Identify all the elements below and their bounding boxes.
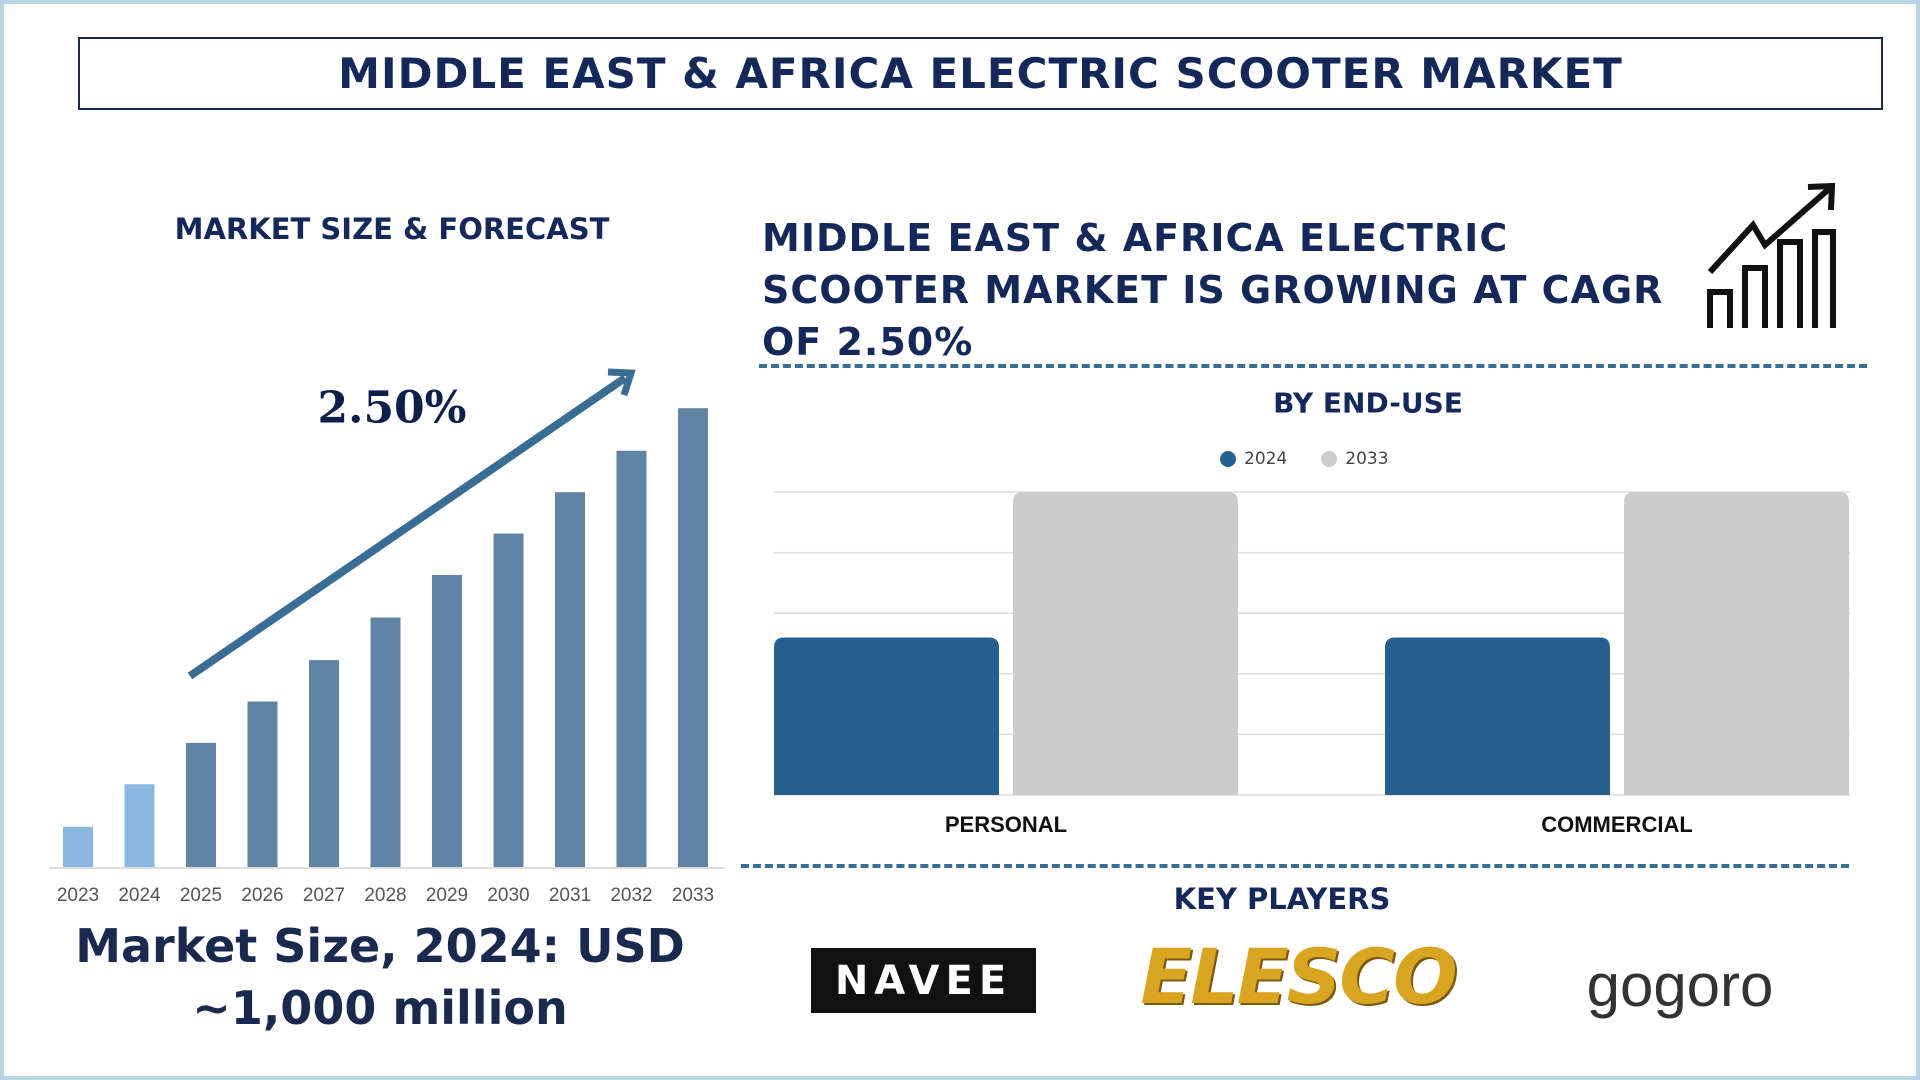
- year-label: 2032: [610, 885, 653, 906]
- headline-line: MIDDLE EAST & AFRICA ELECTRIC: [762, 216, 1509, 260]
- year-label: 2024: [118, 885, 161, 906]
- bar-2033: [678, 408, 708, 867]
- bar-2031: [555, 492, 585, 867]
- year-label: 2030: [487, 885, 530, 906]
- navee-logo: NAVEE: [811, 948, 1036, 1013]
- gogoro-logo: gogoro: [1586, 951, 1774, 1019]
- cagr-label: 2.50%: [317, 382, 467, 434]
- market-forecast-chart: [49, 368, 725, 869]
- category-label: COMMERCIAL: [1541, 812, 1693, 837]
- bar-2026: [247, 701, 278, 867]
- bar-2030: [493, 533, 524, 867]
- market-size-line1: Market Size, 2024: USD: [75, 919, 685, 973]
- chart-legend: 2024 2033: [1220, 449, 1389, 469]
- market-size-text: Market Size, 2024: USD ~1,000 million: [0, 915, 760, 1039]
- legend-item-2024: 2024: [1220, 449, 1287, 469]
- legend-swatch: [1220, 451, 1236, 467]
- bar-2023: [63, 826, 93, 867]
- bar-2027: [309, 660, 339, 867]
- market-size-heading: MARKET SIZE & FORECAST: [174, 212, 610, 246]
- category-label: PERSONAL: [944, 812, 1068, 837]
- bar-2032: [616, 450, 647, 867]
- end-use-chart: [774, 491, 1850, 796]
- growth-arrow-head: [607, 368, 636, 397]
- year-label: 2029: [425, 885, 469, 906]
- market-size-line2: ~1,000 million: [192, 981, 568, 1035]
- legend-label: 2024: [1244, 449, 1288, 469]
- legend-label: 2033: [1345, 449, 1389, 469]
- page-title: MIDDLE EAST & AFRICA ELECTRIC SCOOTER MA…: [78, 37, 1883, 110]
- year-label: 2027: [302, 885, 346, 906]
- headline-line: OF 2.50%: [762, 320, 974, 364]
- year-label: 2031: [548, 885, 592, 906]
- growth-chart-arrow-icon: [1707, 182, 1836, 328]
- bar-2028: [370, 617, 401, 867]
- year-label: 2025: [179, 885, 223, 906]
- bar-commercial-2033: [1624, 492, 1849, 795]
- bar-2025: [186, 742, 216, 867]
- cagr-headline: MIDDLE EAST & AFRICA ELECTRIC SCOOTER MA…: [762, 212, 1682, 368]
- bar-personal-2024: [774, 637, 999, 795]
- bar-2024: [124, 784, 155, 867]
- year-label: 2026: [241, 885, 284, 906]
- bar-2029: [432, 574, 462, 867]
- bar-personal-2033: [1013, 492, 1238, 795]
- legend-item-2033: 2033: [1321, 449, 1389, 469]
- headline-line: SCOOTER MARKET IS GROWING AT CAGR: [762, 268, 1664, 312]
- year-label: 2023: [56, 885, 100, 906]
- key-players-heading: KEY PLAYERS: [1173, 882, 1391, 916]
- growth-arrow: [187, 374, 628, 680]
- bar-commercial-2024: [1385, 637, 1610, 795]
- elesco-logo: ELESCO: [1140, 931, 1457, 1021]
- year-label: 2028: [364, 885, 407, 906]
- end-use-heading: BY END-USE: [1273, 386, 1463, 420]
- year-label: 2033: [671, 885, 715, 906]
- legend-swatch: [1321, 451, 1338, 467]
- divider-bottom: [741, 864, 1849, 868]
- divider-top: [759, 364, 1867, 368]
